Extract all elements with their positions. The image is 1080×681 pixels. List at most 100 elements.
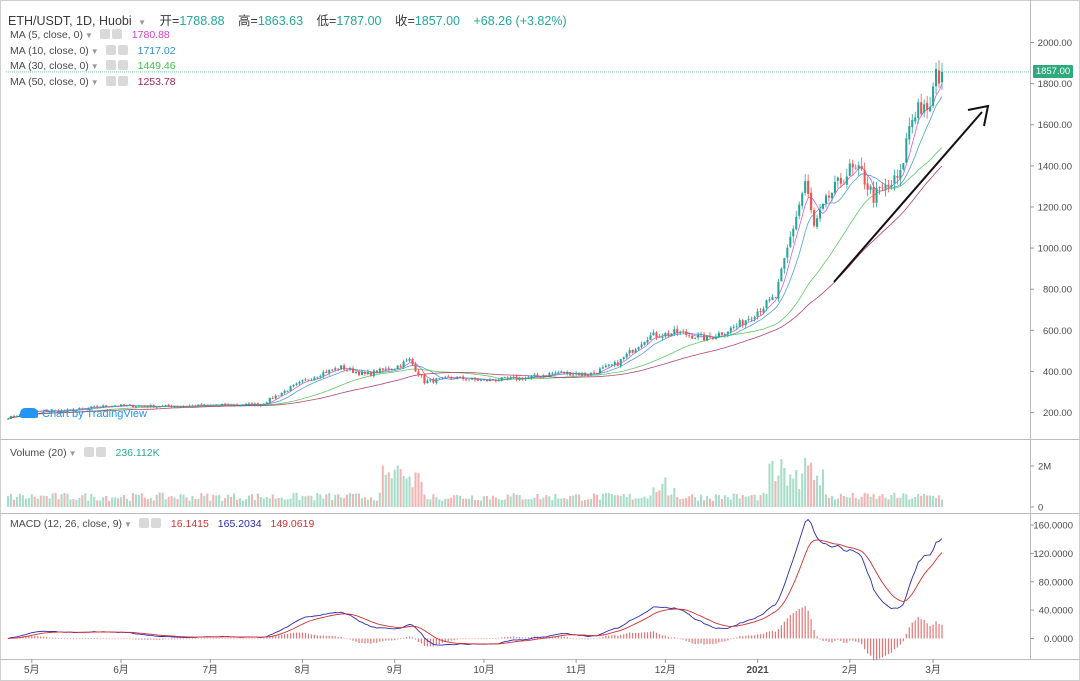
close-icon[interactable] bbox=[111, 29, 122, 39]
candle-body bbox=[343, 365, 346, 370]
macd-hist-bar bbox=[459, 638, 461, 640]
volume-bar bbox=[277, 498, 280, 507]
chevron-down-icon[interactable]: ▼ bbox=[68, 449, 77, 458]
candle-body bbox=[554, 372, 557, 374]
macd-hist-bar bbox=[46, 637, 48, 639]
candle-body bbox=[786, 247, 789, 258]
legend-label[interactable]: Volume (20) bbox=[10, 447, 67, 459]
volume-bar bbox=[63, 493, 66, 507]
volume-bar bbox=[726, 497, 729, 507]
candle-body bbox=[586, 375, 590, 377]
candle-body bbox=[869, 186, 872, 190]
legend-ma5: MA (5, close, 0) ▼ 1780.88 bbox=[10, 29, 170, 41]
volume-bar bbox=[6, 496, 10, 507]
candle-body bbox=[283, 390, 286, 393]
volume-bar bbox=[863, 492, 866, 507]
candle-body bbox=[875, 188, 878, 204]
settings-icon[interactable] bbox=[105, 60, 116, 70]
volume-bar bbox=[851, 492, 854, 507]
macd-hist-bar bbox=[748, 635, 750, 639]
macd-hist-bar bbox=[287, 633, 289, 639]
volume-bar bbox=[497, 499, 500, 507]
volume-bar bbox=[310, 495, 313, 507]
candle-body bbox=[203, 404, 206, 406]
candle-body bbox=[893, 175, 896, 184]
macd-hist-bar bbox=[408, 636, 411, 639]
volume-tick-label: 2M bbox=[1038, 462, 1051, 473]
settings-icon[interactable] bbox=[138, 518, 149, 528]
macd-hist-bar bbox=[649, 631, 652, 639]
candle-body bbox=[899, 169, 902, 179]
chevron-down-icon[interactable]: ▼ bbox=[84, 31, 93, 40]
candle-body bbox=[729, 327, 732, 332]
chevron-down-icon[interactable]: ▼ bbox=[90, 78, 99, 87]
macd-hist-bar bbox=[504, 636, 506, 639]
candle-body bbox=[533, 374, 536, 376]
close-icon[interactable] bbox=[150, 518, 161, 528]
volume-bar bbox=[54, 492, 57, 507]
legend-label[interactable]: MA (30, close, 0) bbox=[10, 60, 89, 72]
candle-body bbox=[762, 308, 765, 313]
settings-icon[interactable] bbox=[105, 76, 116, 86]
macd-hist-bar bbox=[670, 637, 672, 639]
candle-body bbox=[649, 335, 652, 340]
chevron-down-icon[interactable]: ▼ bbox=[90, 47, 99, 56]
close-icon[interactable] bbox=[95, 447, 106, 457]
candle-body bbox=[69, 409, 72, 411]
legend-label[interactable]: MA (5, close, 0) bbox=[10, 29, 83, 41]
settings-icon[interactable] bbox=[99, 29, 110, 39]
legend-label[interactable]: MA (50, close, 0) bbox=[10, 76, 89, 88]
macd-hist-bar bbox=[7, 638, 9, 640]
tradingview-logo[interactable]: Chart by TradingView bbox=[20, 408, 147, 420]
volume-bar bbox=[125, 498, 129, 507]
volume-bar bbox=[881, 494, 884, 507]
close-icon[interactable] bbox=[117, 45, 128, 55]
candle-body bbox=[164, 405, 167, 406]
macd-hist-bar bbox=[248, 638, 250, 639]
chevron-down-icon[interactable]: ▼ bbox=[138, 18, 147, 27]
macd-hist-bar bbox=[206, 638, 208, 639]
volume-bar bbox=[194, 498, 197, 507]
macd-hist-bar bbox=[340, 636, 342, 639]
candle-body bbox=[259, 404, 262, 406]
volume-bar bbox=[271, 494, 274, 507]
macd-hist-bar bbox=[804, 606, 806, 639]
candle-body bbox=[420, 374, 423, 376]
volume-bar bbox=[36, 498, 39, 507]
candle-body bbox=[911, 120, 914, 128]
candle-body bbox=[57, 410, 60, 412]
candle-body bbox=[90, 406, 93, 408]
candle-body bbox=[658, 337, 661, 339]
candle-body bbox=[860, 166, 863, 170]
volume-bar bbox=[539, 499, 542, 507]
legend-label[interactable]: MACD (12, 26, close, 9) bbox=[10, 518, 123, 530]
macd-hist-bar bbox=[893, 638, 896, 650]
settings-icon[interactable] bbox=[105, 45, 116, 55]
close-icon[interactable] bbox=[117, 60, 128, 70]
candle-body bbox=[738, 320, 741, 328]
chevron-down-icon[interactable]: ▼ bbox=[124, 520, 132, 529]
volume-bar bbox=[441, 500, 444, 507]
settings-icon[interactable] bbox=[83, 447, 94, 457]
volume-bar bbox=[729, 499, 732, 507]
candle-body bbox=[830, 193, 833, 199]
volume-bar bbox=[491, 495, 494, 507]
candle-body bbox=[75, 409, 78, 411]
candle-body bbox=[744, 320, 747, 326]
macd-hist-bar bbox=[697, 638, 699, 644]
legend-label[interactable]: MA (10, close, 0) bbox=[10, 45, 89, 57]
macd-hist-bar bbox=[22, 636, 24, 639]
candle-body bbox=[798, 204, 801, 216]
candle-body bbox=[866, 183, 869, 190]
macd-hist-bar bbox=[712, 638, 714, 645]
volume-bar bbox=[408, 476, 411, 507]
volume-bar bbox=[688, 496, 691, 507]
candle-body bbox=[780, 268, 783, 282]
volume-bar bbox=[78, 497, 81, 507]
candle-body bbox=[354, 371, 358, 373]
candle-body bbox=[792, 228, 795, 237]
close-icon[interactable] bbox=[117, 76, 128, 86]
volume-bar bbox=[893, 492, 896, 507]
symbol-title[interactable]: ETH/USDT, 1D, Huobi bbox=[8, 14, 132, 28]
chevron-down-icon[interactable]: ▼ bbox=[90, 62, 99, 71]
